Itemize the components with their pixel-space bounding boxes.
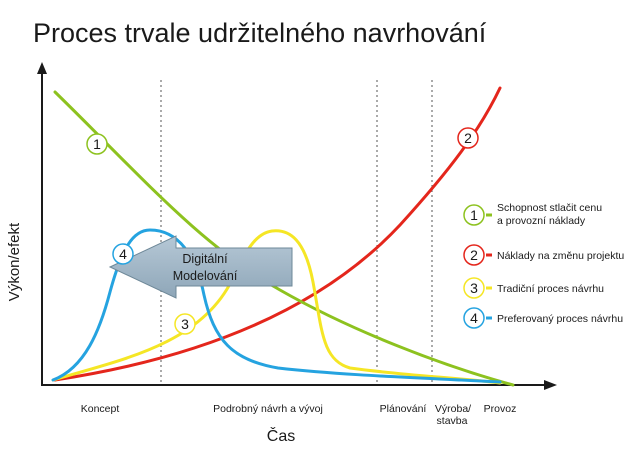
legend-item-3-number: 3 — [470, 280, 478, 296]
legend: 1 Schopnost stlačit cenu a provozní nákl… — [463, 202, 624, 329]
legend-item-2-number: 2 — [470, 247, 478, 263]
arrow-label-line2: Modelování — [173, 269, 238, 283]
legend-item-1-line2: a provozní náklady — [497, 215, 586, 227]
phase-label-planovani: Plánování — [380, 403, 427, 415]
legend-item-3-line1: Tradiční proces návrhu — [497, 283, 604, 295]
diagram-title: Proces trvale udržitelného navrhování — [33, 18, 487, 48]
curves — [51, 86, 515, 387]
phase-label-podrobny-navrh: Podrobný návrh a vývoj — [213, 403, 323, 415]
curve-2-marker: 2 — [457, 127, 479, 149]
legend-item-1-line1: Schopnost stlačit cenu — [497, 202, 602, 214]
y-axis-arrowhead — [37, 62, 47, 74]
phase-label-koncept: Koncept — [81, 403, 120, 415]
legend-item-2: 2 Náklady na změnu projektu — [463, 244, 624, 266]
legend-item-4: 4 Preferovaný proces návrhu — [463, 307, 623, 329]
legend-item-2-line1: Náklady na změnu projektu — [497, 250, 624, 262]
phase-labels: Koncept Podrobný návrh a vývoj Plánování… — [81, 403, 517, 427]
digital-modeling-arrow: Digitální Modelování — [108, 235, 293, 299]
phase-dividers — [160, 80, 433, 383]
y-axis-label: Výkon/efekt — [6, 222, 23, 301]
phase-label-provoz: Provoz — [484, 403, 517, 415]
axes — [37, 62, 557, 390]
curve-2-marker-label: 2 — [464, 130, 472, 146]
phase-label-vyroba-line1: Výroba/ — [435, 403, 471, 415]
arrow-shape — [108, 235, 293, 299]
curve-markers: 1 2 3 4 — [86, 127, 479, 335]
legend-item-1: 1 Schopnost stlačit cenu a provozní nákl… — [463, 202, 602, 227]
curve-1-green — [53, 90, 515, 387]
legend-item-1-number: 1 — [470, 207, 478, 223]
curve-3-marker: 3 — [174, 313, 196, 335]
legend-item-4-line1: Preferovaný proces návrhu — [497, 313, 623, 325]
curve-1-marker: 1 — [86, 133, 108, 155]
phase-label-vyroba-line2: stavba — [437, 415, 468, 427]
arrow-label-line1: Digitální — [182, 252, 228, 266]
curve-1-marker-label: 1 — [93, 136, 101, 152]
curve-4-marker: 4 — [112, 243, 134, 265]
x-axis-arrowhead — [544, 380, 557, 390]
curve-2-red — [53, 86, 502, 382]
x-axis-label: Čas — [267, 426, 295, 445]
legend-item-3: 3 Tradiční proces návrhu — [463, 277, 604, 299]
curve-3-marker-label: 3 — [181, 316, 189, 332]
legend-item-4-number: 4 — [470, 310, 478, 326]
curve-4-marker-label: 4 — [119, 246, 127, 262]
